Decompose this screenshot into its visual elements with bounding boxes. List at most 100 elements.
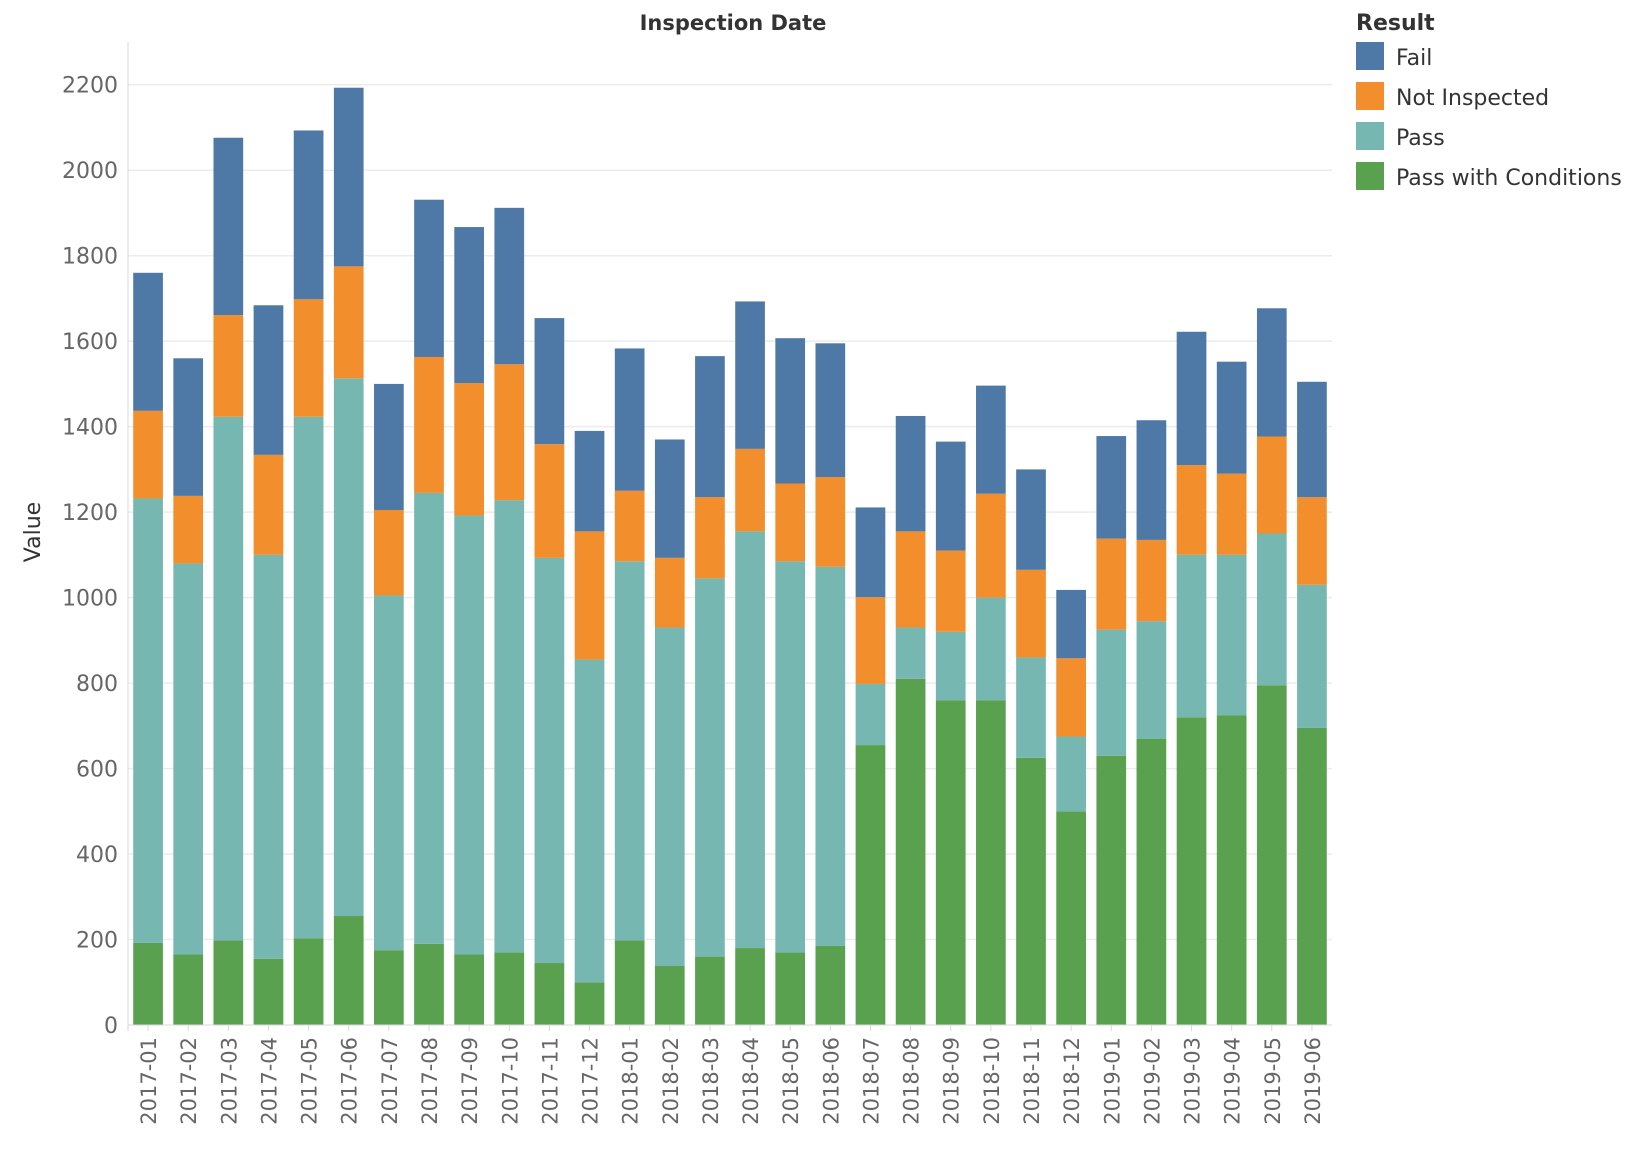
bar-segment-not-inspected[interactable]: 2017-02 · Not Inspected: 158 [173, 495, 204, 564]
bar-segment-pass[interactable]: 2018-08 · Pass: 120 [895, 627, 926, 679]
bar-segment-pass[interactable]: 2018-06 · Pass: 887 [815, 566, 846, 946]
bar-segment-fail[interactable]: 2017-03 · Fail: 415 [213, 137, 244, 316]
bar-segment-not-inspected[interactable]: 2019-03 · Not Inspected: 210 [1176, 465, 1207, 555]
bar-segment-fail[interactable]: 2018-01 · Fail: 333 [614, 348, 645, 491]
bar-segment-not-inspected[interactable]: 2017-05 · Not Inspected: 275 [293, 299, 324, 417]
bar-segment-fail[interactable]: 2017-05 · Fail: 395 [293, 130, 324, 300]
bar-segment-pass[interactable]: 2017-08 · Pass: 1055 [414, 492, 444, 944]
bar-segment-pass[interactable]: 2017-07 · Pass: 830 [374, 595, 404, 951]
bar-segment-not-inspected[interactable]: 2018-07 · Not Inspected: 203 [855, 597, 886, 684]
bar-segment-not-inspected[interactable]: 2017-07 · Not Inspected: 200 [374, 509, 404, 596]
bar-segment-fail[interactable]: 2017-08 · Fail: 368 [414, 199, 444, 357]
bar-segment-pass[interactable]: 2018-01 · Pass: 887 [614, 561, 645, 941]
bar-segment-fail[interactable]: 2017-01 · Fail: 323 [133, 272, 163, 411]
bar-segment-not-inspected[interactable]: 2018-01 · Not Inspected: 165 [614, 490, 645, 562]
bar-segment-pass-with-conditions[interactable]: 2019-01 · Pass with Conditions: 630 [1096, 755, 1127, 1025]
bar-segment-pass-with-conditions[interactable]: 2018-10 · Pass with Conditions: 760 [976, 700, 1006, 1025]
bar-segment-pass-with-conditions[interactable]: 2017-03 · Pass with Conditions: 198 [213, 940, 244, 1025]
bar-segment-pass-with-conditions[interactable]: 2017-02 · Pass with Conditions: 165 [173, 954, 204, 1025]
bar-segment-pass[interactable]: 2019-03 · Pass: 380 [1176, 554, 1207, 718]
bar-segment-not-inspected[interactable]: 2017-09 · Not Inspected: 310 [454, 383, 484, 516]
bar-segment-pass[interactable]: 2017-11 · Pass: 948 [534, 557, 565, 964]
bar-segment-pass[interactable]: 2019-06 · Pass: 335 [1297, 584, 1327, 728]
bar-segment-fail[interactable]: 2017-04 · Fail: 350 [253, 305, 284, 455]
bar-segment-fail[interactable]: 2018-04 · Fail: 345 [735, 301, 765, 449]
bar-segment-fail[interactable]: 2019-04 · Fail: 262 [1216, 361, 1247, 474]
bar-segment-fail[interactable]: 2018-09 · Fail: 255 [935, 441, 966, 551]
bar-segment-not-inspected[interactable]: 2017-11 · Not Inspected: 266 [534, 444, 565, 558]
bar-segment-not-inspected[interactable]: 2018-05 · Not Inspected: 182 [775, 483, 806, 562]
bar-segment-fail[interactable]: 2017-07 · Fail: 295 [374, 383, 404, 510]
bar-segment-pass[interactable]: 2018-03 · Pass: 885 [695, 578, 725, 957]
bar-segment-fail[interactable]: 2018-02 · Fail: 277 [654, 439, 685, 558]
bar-segment-pass-with-conditions[interactable]: 2017-10 · Pass with Conditions: 170 [494, 952, 525, 1025]
bar-segment-pass-with-conditions[interactable]: 2018-03 · Pass with Conditions: 160 [695, 956, 725, 1025]
bar-segment-pass-with-conditions[interactable]: 2019-04 · Pass with Conditions: 725 [1216, 715, 1247, 1025]
bar-segment-not-inspected[interactable]: 2019-02 · Not Inspected: 190 [1136, 539, 1167, 622]
bar-segment-fail[interactable]: 2019-01 · Fail: 240 [1096, 436, 1127, 539]
bar-segment-pass[interactable]: 2019-01 · Pass: 295 [1096, 629, 1127, 756]
bar-segment-not-inspected[interactable]: 2017-08 · Not Inspected: 318 [414, 356, 444, 493]
bar-segment-not-inspected[interactable]: 2019-06 · Not Inspected: 205 [1297, 497, 1327, 585]
bar-segment-not-inspected[interactable]: 2018-12 · Not Inspected: 183 [1056, 658, 1086, 737]
bar-segment-fail[interactable]: 2019-02 · Fail: 280 [1136, 420, 1167, 540]
bar-segment-fail[interactable]: 2018-06 · Fail: 313 [815, 343, 846, 478]
bar-segment-not-inspected[interactable]: 2017-03 · Not Inspected: 238 [213, 315, 244, 417]
bar-segment-not-inspected[interactable]: 2017-01 · Not Inspected: 205 [133, 410, 163, 499]
bar-segment-pass-with-conditions[interactable]: 2017-01 · Pass with Conditions: 192 [133, 942, 163, 1025]
bar-segment-pass[interactable]: 2019-04 · Pass: 375 [1216, 554, 1247, 716]
bar-segment-pass[interactable]: 2017-04 · Pass: 945 [253, 554, 284, 959]
bar-segment-fail[interactable]: 2017-06 · Fail: 418 [333, 87, 364, 267]
bar-segment-pass-with-conditions[interactable]: 2017-04 · Pass with Conditions: 155 [253, 958, 284, 1025]
bar-segment-not-inspected[interactable]: 2019-01 · Not Inspected: 213 [1096, 538, 1127, 630]
bar-segment-not-inspected[interactable]: 2018-11 · Not Inspected: 205 [1016, 569, 1046, 658]
bar-segment-pass-with-conditions[interactable]: 2017-05 · Pass with Conditions: 203 [293, 938, 324, 1025]
bar-segment-fail[interactable]: 2017-11 · Fail: 295 [534, 318, 565, 445]
bar-segment-pass-with-conditions[interactable]: 2018-06 · Pass with Conditions: 185 [815, 945, 846, 1025]
bar-segment-pass-with-conditions[interactable]: 2019-02 · Pass with Conditions: 670 [1136, 738, 1167, 1025]
bar-segment-not-inspected[interactable]: 2017-10 · Not Inspected: 318 [494, 364, 525, 501]
bar-segment-pass[interactable]: 2018-09 · Pass: 160 [935, 631, 966, 701]
bar-segment-pass-with-conditions[interactable]: 2018-04 · Pass with Conditions: 180 [735, 948, 765, 1025]
bar-segment-not-inspected[interactable]: 2018-09 · Not Inspected: 190 [935, 550, 966, 632]
bar-segment-pass-with-conditions[interactable]: 2017-12 · Pass with Conditions: 100 [574, 982, 605, 1025]
bar-segment-pass-with-conditions[interactable]: 2017-11 · Pass with Conditions: 145 [534, 963, 565, 1025]
bar-segment-fail[interactable]: 2018-12 · Fail: 160 [1056, 589, 1086, 659]
bar-segment-pass-with-conditions[interactable]: 2018-07 · Pass with Conditions: 655 [855, 745, 886, 1025]
bar-segment-pass[interactable]: 2018-11 · Pass: 235 [1016, 657, 1046, 758]
bar-segment-pass[interactable]: 2018-07 · Pass: 143 [855, 683, 886, 746]
bar-segment-not-inspected[interactable]: 2018-10 · Not Inspected: 243 [976, 493, 1006, 598]
bar-segment-pass[interactable]: 2018-04 · Pass: 975 [735, 531, 765, 949]
bar-segment-pass-with-conditions[interactable]: 2019-05 · Pass with Conditions: 795 [1256, 685, 1287, 1025]
bar-segment-pass[interactable]: 2017-03 · Pass: 1225 [213, 416, 244, 941]
bar-segment-pass[interactable]: 2018-05 · Pass: 915 [775, 561, 806, 953]
bar-segment-not-inspected[interactable]: 2018-04 · Not Inspected: 193 [735, 448, 765, 532]
bar-segment-pass-with-conditions[interactable]: 2018-02 · Pass with Conditions: 138 [654, 966, 685, 1025]
bar-segment-fail[interactable]: 2019-03 · Fail: 312 [1176, 331, 1207, 466]
bar-segment-fail[interactable]: 2017-10 · Fail: 366 [494, 207, 525, 365]
bar-segment-pass-with-conditions[interactable]: 2017-09 · Pass with Conditions: 165 [454, 954, 484, 1025]
bar-segment-not-inspected[interactable]: 2017-12 · Not Inspected: 300 [574, 531, 605, 660]
bar-segment-fail[interactable]: 2018-03 · Fail: 330 [695, 356, 725, 498]
bar-segment-pass[interactable]: 2019-05 · Pass: 355 [1256, 533, 1287, 686]
bar-segment-fail[interactable]: 2018-11 · Fail: 235 [1016, 469, 1046, 570]
bar-segment-not-inspected[interactable]: 2017-04 · Not Inspected: 234 [253, 454, 284, 555]
bar-segment-not-inspected[interactable]: 2017-06 · Not Inspected: 262 [333, 266, 364, 379]
bar-segment-pass-with-conditions[interactable]: 2018-09 · Pass with Conditions: 760 [935, 700, 966, 1025]
bar-segment-pass[interactable]: 2018-02 · Pass: 792 [654, 627, 685, 967]
bar-segment-pass[interactable]: 2017-12 · Pass: 755 [574, 659, 605, 983]
bar-segment-pass[interactable]: 2018-10 · Pass: 240 [976, 597, 1006, 701]
bar-segment-pass-with-conditions[interactable]: 2018-12 · Pass with Conditions: 500 [1056, 811, 1086, 1025]
bar-segment-not-inspected[interactable]: 2018-06 · Not Inspected: 210 [815, 477, 846, 567]
bar-segment-pass[interactable]: 2017-01 · Pass: 1040 [133, 498, 163, 943]
bar-segment-fail[interactable]: 2017-09 · Fail: 365 [454, 227, 484, 384]
bar-segment-pass-with-conditions[interactable]: 2017-08 · Pass with Conditions: 190 [414, 943, 444, 1025]
bar-segment-pass-with-conditions[interactable]: 2017-06 · Pass with Conditions: 255 [333, 916, 364, 1025]
bar-segment-pass-with-conditions[interactable]: 2019-03 · Pass with Conditions: 720 [1176, 717, 1207, 1025]
bar-segment-not-inspected[interactable]: 2019-05 · Not Inspected: 227 [1256, 436, 1287, 534]
bar-segment-pass[interactable]: 2019-02 · Pass: 275 [1136, 621, 1167, 739]
bar-segment-fail[interactable]: 2017-02 · Fail: 322 [173, 358, 204, 496]
bar-segment-pass-with-conditions[interactable]: 2018-08 · Pass with Conditions: 810 [895, 678, 926, 1025]
bar-segment-not-inspected[interactable]: 2018-03 · Not Inspected: 190 [695, 497, 725, 579]
bar-segment-fail[interactable]: 2017-12 · Fail: 235 [574, 430, 605, 532]
